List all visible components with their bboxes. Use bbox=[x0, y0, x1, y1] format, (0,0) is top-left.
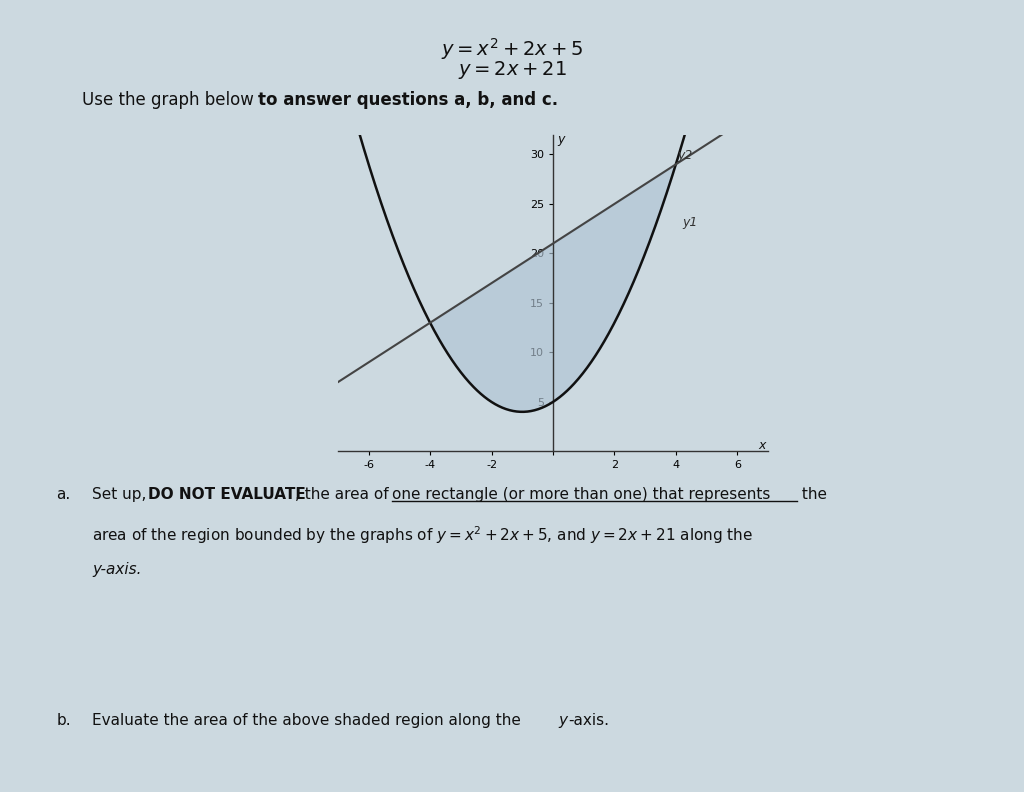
Text: b.: b. bbox=[56, 713, 71, 728]
Text: y2: y2 bbox=[678, 150, 693, 162]
Text: , the area of: , the area of bbox=[295, 487, 393, 502]
Text: $y = x^2 + 2x + 5$: $y = x^2 + 2x + 5$ bbox=[441, 36, 583, 62]
Text: DO NOT EVALUATE: DO NOT EVALUATE bbox=[148, 487, 306, 502]
Text: a.: a. bbox=[56, 487, 71, 502]
Text: Use the graph below: Use the graph below bbox=[82, 91, 259, 109]
Text: area of the region bounded by the graphs of $y = x^2 + 2x + 5$, and $y = 2x + 21: area of the region bounded by the graphs… bbox=[92, 524, 754, 546]
Text: to answer questions a, b, and c.: to answer questions a, b, and c. bbox=[258, 91, 558, 109]
Text: $y = 2x + 21$: $y = 2x + 21$ bbox=[458, 59, 566, 82]
Text: the: the bbox=[797, 487, 826, 502]
Text: Set up,: Set up, bbox=[92, 487, 152, 502]
Text: -axis.: -axis. bbox=[568, 713, 609, 728]
Text: y-axis.: y-axis. bbox=[92, 562, 141, 577]
Text: one rectangle (or more than one) that represents: one rectangle (or more than one) that re… bbox=[392, 487, 771, 502]
Text: y: y bbox=[558, 713, 567, 728]
Text: y1: y1 bbox=[682, 215, 697, 229]
Text: x: x bbox=[758, 439, 766, 452]
Text: y: y bbox=[557, 133, 564, 146]
Text: Evaluate the area of the above shaded region along the: Evaluate the area of the above shaded re… bbox=[92, 713, 526, 728]
